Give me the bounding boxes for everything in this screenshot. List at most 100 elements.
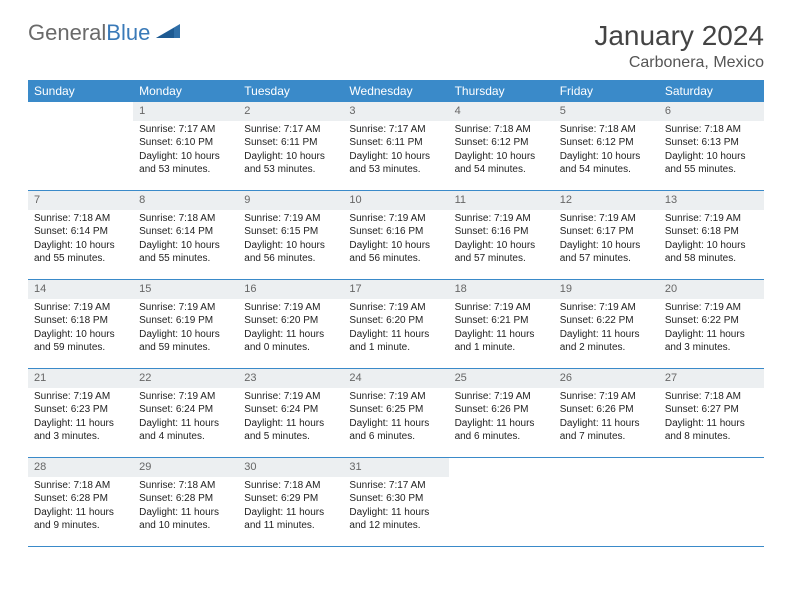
sunset-text: Sunset: 6:21 PM [455,314,548,328]
sunrise-text: Sunrise: 7:18 AM [139,212,232,226]
sunrise-text: Sunrise: 7:19 AM [665,212,758,226]
sunrise-text: Sunrise: 7:18 AM [34,212,127,226]
daylight-line1: Daylight: 11 hours [244,417,337,431]
day-content: Sunrise: 7:18 AMSunset: 6:14 PMDaylight:… [28,210,133,270]
sunset-text: Sunset: 6:28 PM [139,492,232,506]
calendar-day-cell: 3Sunrise: 7:17 AMSunset: 6:11 PMDaylight… [343,102,448,191]
sunset-text: Sunset: 6:20 PM [349,314,442,328]
daylight-line2: and 55 minutes. [34,252,127,266]
daylight-line2: and 55 minutes. [665,163,758,177]
daylight-line1: Daylight: 11 hours [34,417,127,431]
day-content: Sunrise: 7:18 AMSunset: 6:14 PMDaylight:… [133,210,238,270]
sunset-text: Sunset: 6:17 PM [560,225,653,239]
daylight-line2: and 56 minutes. [244,252,337,266]
daylight-line2: and 6 minutes. [349,430,442,444]
day-number: 26 [554,369,659,388]
calendar-day-cell: 31Sunrise: 7:17 AMSunset: 6:30 PMDayligh… [343,458,448,547]
day-number: 17 [343,280,448,299]
day-content: Sunrise: 7:19 AMSunset: 6:22 PMDaylight:… [554,299,659,359]
daylight-line2: and 59 minutes. [34,341,127,355]
weekday-header: Tuesday [238,80,343,102]
calendar-day-cell: 14Sunrise: 7:19 AMSunset: 6:18 PMDayligh… [28,280,133,369]
daylight-line2: and 55 minutes. [139,252,232,266]
sunset-text: Sunset: 6:12 PM [455,136,548,150]
daylight-line1: Daylight: 11 hours [560,417,653,431]
weekday-header: Thursday [449,80,554,102]
header: GeneralBlue January 2024 Carbonera, Mexi… [28,20,764,72]
sunset-text: Sunset: 6:24 PM [139,403,232,417]
daylight-line2: and 54 minutes. [455,163,548,177]
sunset-text: Sunset: 6:24 PM [244,403,337,417]
day-number: 24 [343,369,448,388]
weekday-header: Monday [133,80,238,102]
sunset-text: Sunset: 6:26 PM [455,403,548,417]
sunrise-text: Sunrise: 7:19 AM [560,390,653,404]
day-content: Sunrise: 7:17 AMSunset: 6:30 PMDaylight:… [343,477,448,537]
daylight-line2: and 54 minutes. [560,163,653,177]
sunrise-text: Sunrise: 7:17 AM [139,123,232,137]
daylight-line1: Daylight: 10 hours [244,239,337,253]
sunrise-text: Sunrise: 7:19 AM [665,301,758,315]
daylight-line1: Daylight: 10 hours [455,239,548,253]
sunrise-text: Sunrise: 7:19 AM [244,212,337,226]
weekday-header: Saturday [659,80,764,102]
sunrise-text: Sunrise: 7:17 AM [349,123,442,137]
calendar-day-cell: 16Sunrise: 7:19 AMSunset: 6:20 PMDayligh… [238,280,343,369]
day-content: Sunrise: 7:19 AMSunset: 6:24 PMDaylight:… [133,388,238,448]
day-content: Sunrise: 7:19 AMSunset: 6:26 PMDaylight:… [554,388,659,448]
day-number: 29 [133,458,238,477]
sunset-text: Sunset: 6:11 PM [349,136,442,150]
daylight-line2: and 3 minutes. [665,341,758,355]
day-number: 2 [238,102,343,121]
day-number: 13 [659,191,764,210]
sunset-text: Sunset: 6:30 PM [349,492,442,506]
day-number: 22 [133,369,238,388]
calendar-day-cell: 10Sunrise: 7:19 AMSunset: 6:16 PMDayligh… [343,191,448,280]
sunrise-text: Sunrise: 7:17 AM [244,123,337,137]
calendar-day-cell: 21Sunrise: 7:19 AMSunset: 6:23 PMDayligh… [28,369,133,458]
calendar-day-cell: 24Sunrise: 7:19 AMSunset: 6:25 PMDayligh… [343,369,448,458]
day-content: Sunrise: 7:19 AMSunset: 6:15 PMDaylight:… [238,210,343,270]
day-number: 11 [449,191,554,210]
daylight-line1: Daylight: 10 hours [34,239,127,253]
daylight-line1: Daylight: 10 hours [139,150,232,164]
day-content: Sunrise: 7:19 AMSunset: 6:21 PMDaylight:… [449,299,554,359]
weekday-header-row: Sunday Monday Tuesday Wednesday Thursday… [28,80,764,102]
day-content: Sunrise: 7:19 AMSunset: 6:16 PMDaylight:… [449,210,554,270]
sunrise-text: Sunrise: 7:17 AM [349,479,442,493]
calendar-day-cell: 5Sunrise: 7:18 AMSunset: 6:12 PMDaylight… [554,102,659,191]
day-content: Sunrise: 7:17 AMSunset: 6:11 PMDaylight:… [238,121,343,181]
calendar-day-cell: 20Sunrise: 7:19 AMSunset: 6:22 PMDayligh… [659,280,764,369]
day-content: Sunrise: 7:19 AMSunset: 6:20 PMDaylight:… [238,299,343,359]
calendar-day-cell: 4Sunrise: 7:18 AMSunset: 6:12 PMDaylight… [449,102,554,191]
daylight-line2: and 1 minute. [455,341,548,355]
day-number: 9 [238,191,343,210]
sunrise-text: Sunrise: 7:19 AM [560,301,653,315]
sunset-text: Sunset: 6:26 PM [560,403,653,417]
daylight-line2: and 3 minutes. [34,430,127,444]
calendar-day-cell [28,102,133,191]
day-content: Sunrise: 7:19 AMSunset: 6:26 PMDaylight:… [449,388,554,448]
calendar-table: Sunday Monday Tuesday Wednesday Thursday… [28,80,764,547]
day-number: 6 [659,102,764,121]
sunset-text: Sunset: 6:27 PM [665,403,758,417]
day-number: 23 [238,369,343,388]
sunset-text: Sunset: 6:10 PM [139,136,232,150]
calendar-day-cell: 11Sunrise: 7:19 AMSunset: 6:16 PMDayligh… [449,191,554,280]
sunset-text: Sunset: 6:14 PM [139,225,232,239]
day-number: 16 [238,280,343,299]
brand-triangle-icon [156,22,182,45]
sunrise-text: Sunrise: 7:18 AM [139,479,232,493]
daylight-line2: and 7 minutes. [560,430,653,444]
daylight-line1: Daylight: 10 hours [349,150,442,164]
brand-name-part1: General [28,20,106,45]
daylight-line2: and 12 minutes. [349,519,442,533]
calendar-day-cell: 15Sunrise: 7:19 AMSunset: 6:19 PMDayligh… [133,280,238,369]
sunset-text: Sunset: 6:14 PM [34,225,127,239]
day-content: Sunrise: 7:19 AMSunset: 6:16 PMDaylight:… [343,210,448,270]
calendar-day-cell: 9Sunrise: 7:19 AMSunset: 6:15 PMDaylight… [238,191,343,280]
sunrise-text: Sunrise: 7:19 AM [244,390,337,404]
daylight-line1: Daylight: 11 hours [349,417,442,431]
day-content: Sunrise: 7:19 AMSunset: 6:23 PMDaylight:… [28,388,133,448]
calendar-day-cell: 26Sunrise: 7:19 AMSunset: 6:26 PMDayligh… [554,369,659,458]
